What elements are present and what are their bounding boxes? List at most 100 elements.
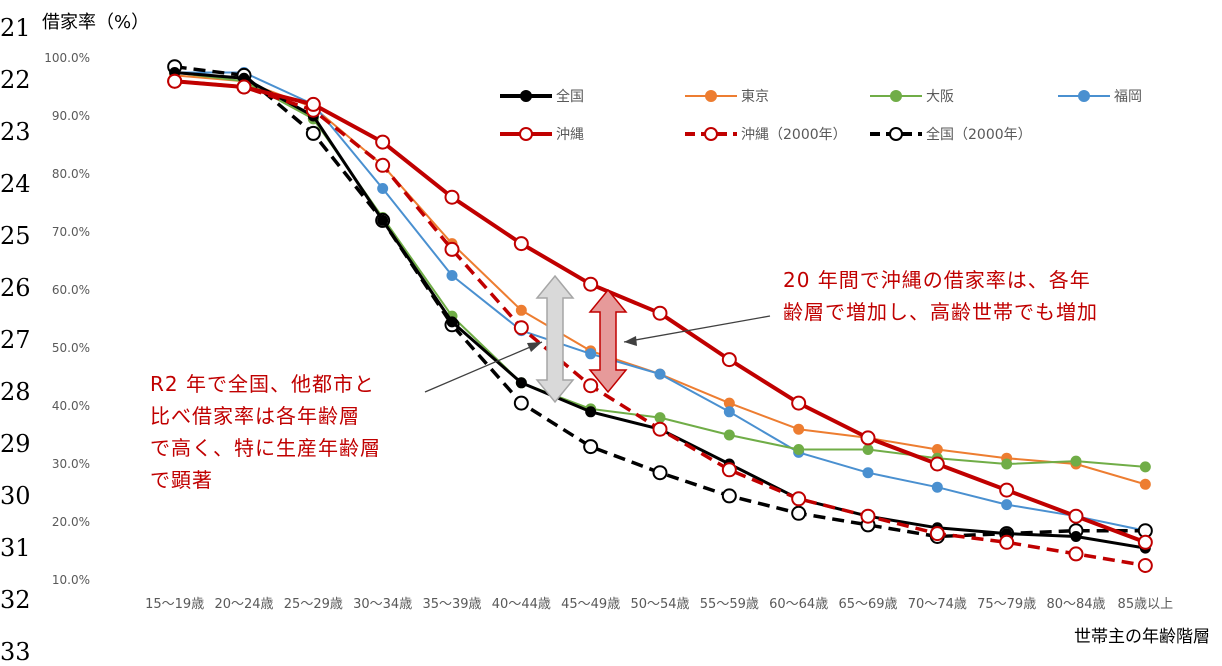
legend-label: 東京	[741, 89, 769, 105]
y-tick-label: 70.0%	[52, 225, 90, 239]
x-tick-label: 15〜19歳	[145, 597, 204, 612]
data-point	[1002, 459, 1012, 469]
gutter-number: 24	[0, 170, 30, 198]
data-point	[307, 98, 320, 111]
data-point	[723, 353, 736, 366]
data-point	[515, 237, 528, 250]
y-tick-label: 60.0%	[52, 283, 90, 297]
legend-label: 沖縄（2000年）	[741, 127, 847, 143]
data-point	[931, 527, 944, 540]
x-axis-title: 世帯主の年齢階層	[1074, 622, 1210, 647]
x-tick-label: 45〜49歳	[561, 597, 620, 612]
data-point	[307, 127, 320, 140]
x-tick-label: 30〜34歳	[353, 597, 412, 612]
data-point	[376, 136, 389, 149]
data-point	[931, 458, 944, 471]
data-point	[584, 440, 597, 453]
data-point	[1140, 479, 1150, 489]
x-tick-label: 80〜84歳	[1046, 597, 1105, 612]
gutter-number: 22	[0, 66, 30, 94]
data-point	[376, 159, 389, 172]
x-tick-label: 50〜54歳	[630, 597, 689, 612]
legend-label: 大阪	[926, 89, 954, 105]
gutter-number: 29	[0, 430, 30, 458]
x-tick-label: 55〜59歳	[700, 597, 759, 612]
y-tick-label: 40.0%	[52, 399, 90, 413]
data-point	[586, 349, 596, 359]
legend-marker	[520, 128, 532, 140]
data-point	[238, 81, 251, 94]
legend-label: 沖縄	[556, 127, 584, 143]
data-point	[792, 492, 805, 505]
data-point	[1071, 456, 1081, 466]
x-tick-label: 25〜29歳	[284, 597, 343, 612]
data-point	[655, 413, 665, 423]
legend-label: 福岡	[1114, 89, 1142, 105]
data-point	[1002, 500, 1012, 510]
legend-marker	[890, 128, 902, 140]
data-point	[516, 305, 526, 315]
gutter-number: 21	[0, 14, 30, 42]
legend-marker	[1079, 91, 1089, 101]
x-tick-label: 65〜69歳	[838, 597, 897, 612]
gutter-number: 33	[0, 638, 30, 666]
x-tick-label: 35〜39歳	[422, 597, 481, 612]
data-point	[446, 243, 459, 256]
data-point	[1140, 462, 1150, 472]
data-point	[378, 184, 388, 194]
data-point	[1071, 532, 1081, 542]
data-point	[586, 407, 596, 417]
legend-marker	[706, 91, 716, 101]
data-point	[654, 423, 667, 436]
gutter-number: 27	[0, 326, 30, 354]
data-point	[792, 507, 805, 520]
data-point	[1139, 536, 1152, 549]
annotation-left: R2 年で全国、他都市と 比べ借家率は各年齢層 で高く、特に生産年齢層 で顕著	[150, 368, 381, 496]
data-point	[584, 379, 597, 392]
data-point	[1139, 559, 1152, 572]
data-point	[515, 397, 528, 410]
data-point	[168, 75, 181, 88]
x-tick-label: 60〜64歳	[769, 597, 828, 612]
legend-marker	[705, 128, 717, 140]
data-point	[516, 378, 526, 388]
data-point	[863, 468, 873, 478]
data-point	[446, 191, 459, 204]
annotation-right: 20 年間で沖縄の借家率は、各年 齢層で増加し、高齢世帯でも増加	[783, 264, 1098, 328]
data-point	[724, 430, 734, 440]
legend-label: 全国	[556, 88, 584, 105]
data-point	[1000, 484, 1013, 497]
gutter-number: 32	[0, 586, 30, 614]
y-tick-label: 90.0%	[52, 109, 90, 123]
x-tick-label: 20〜24歳	[214, 597, 273, 612]
legend-label: 全国（2000年）	[926, 126, 1032, 143]
data-point	[863, 445, 873, 455]
x-tick-label: 85歳以上	[1118, 597, 1174, 612]
data-point	[378, 215, 388, 225]
gutter-number: 31	[0, 534, 30, 562]
x-tick-label: 75〜79歳	[977, 597, 1036, 612]
gutter-number: 28	[0, 378, 30, 406]
data-point	[447, 317, 457, 327]
data-point	[1070, 510, 1083, 523]
data-point	[1070, 547, 1083, 560]
annotation-pointer-left-head	[527, 342, 542, 352]
data-point	[724, 407, 734, 417]
gutter-number: 23	[0, 118, 30, 146]
y-tick-label: 100.0%	[44, 51, 90, 65]
y-tick-label: 20.0%	[52, 515, 90, 529]
data-point	[723, 489, 736, 502]
gutter-number: 26	[0, 274, 30, 302]
x-tick-label: 70〜74歳	[908, 597, 967, 612]
y-tick-label: 30.0%	[52, 457, 90, 471]
data-point	[723, 463, 736, 476]
gutter-number: 30	[0, 482, 30, 510]
data-point	[794, 424, 804, 434]
data-point	[932, 482, 942, 492]
data-point	[1000, 536, 1013, 549]
red-double-arrow	[590, 290, 626, 392]
y-tick-label: 10.0%	[52, 573, 90, 587]
data-point	[447, 271, 457, 281]
legend-marker	[521, 91, 531, 101]
data-point	[862, 431, 875, 444]
